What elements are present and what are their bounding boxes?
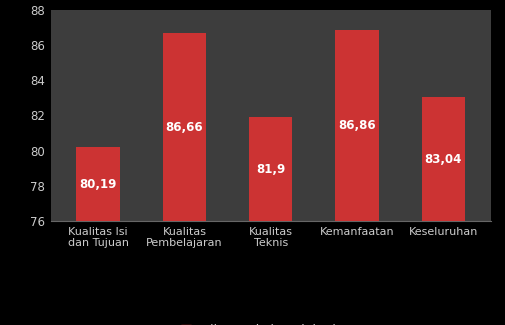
Text: 86,86: 86,86 <box>337 119 375 132</box>
Text: 81,9: 81,9 <box>256 162 285 176</box>
Text: 80,19: 80,19 <box>79 178 117 191</box>
Bar <box>421 97 464 221</box>
Bar <box>76 147 119 221</box>
Text: 83,04: 83,04 <box>424 152 461 165</box>
Bar <box>163 33 206 221</box>
Bar <box>248 117 292 221</box>
Text: 86,66: 86,66 <box>165 121 203 134</box>
Bar <box>335 30 378 221</box>
Legend: Uji Pemakaian oleh Siswa: Uji Pemakaian oleh Siswa <box>181 324 360 325</box>
